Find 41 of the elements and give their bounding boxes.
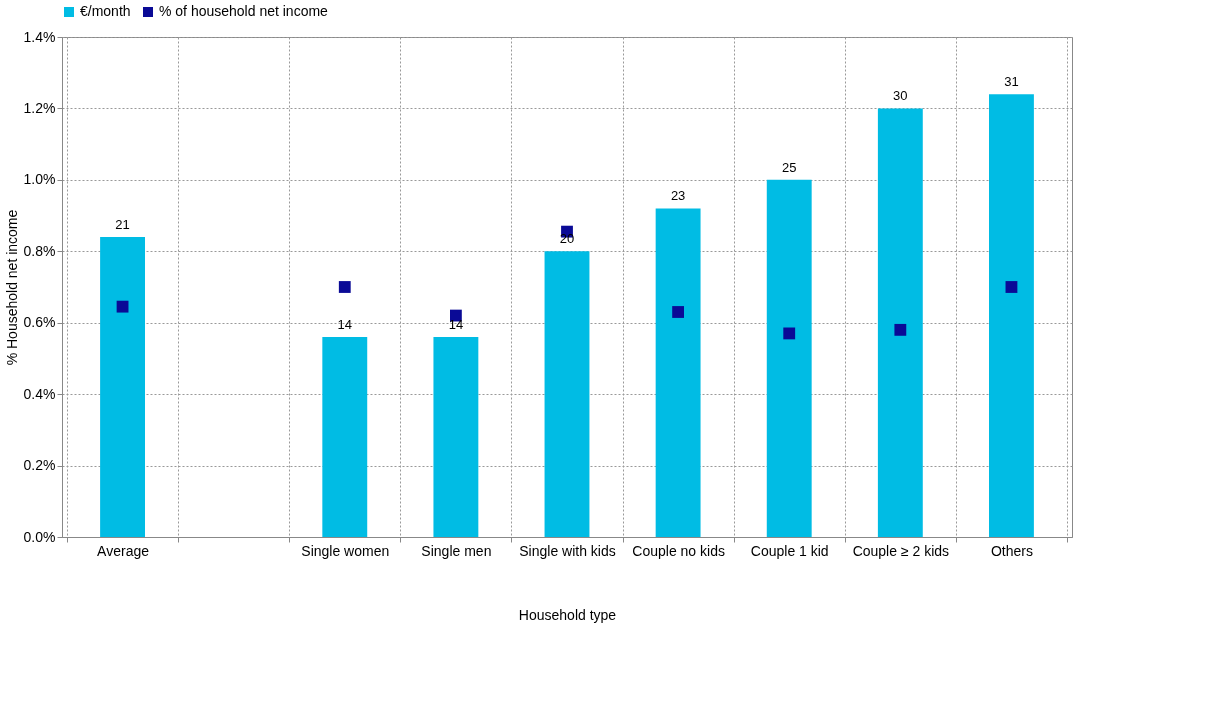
x-tick-label: Couple 1 kid	[750, 542, 829, 559]
data-label: 23	[670, 188, 686, 204]
x-tick-label: Others	[990, 542, 1033, 559]
bar	[989, 94, 1034, 537]
legend-label: €/month	[80, 3, 131, 19]
point	[116, 300, 129, 313]
y-tick-label: 0.0%	[23, 528, 56, 545]
point	[894, 323, 907, 336]
data-label: 14	[337, 317, 353, 332]
x-tick-label: Single women	[301, 542, 390, 559]
x-tick-label: Single men	[421, 542, 492, 559]
bar	[655, 208, 701, 537]
y-tick-label: 0.8%	[23, 242, 56, 259]
data-label: 14	[448, 317, 464, 332]
y-tick-label: 1.2%	[23, 99, 56, 116]
bar	[544, 251, 590, 537]
y-axis-title: % Household net income	[3, 209, 20, 366]
y-tick-label: 0.6%	[23, 314, 56, 331]
data-label: 25	[781, 159, 797, 175]
point	[672, 306, 685, 318]
y-tick-label: 0.4%	[23, 385, 56, 402]
x-tick-label: Single with kids	[519, 542, 616, 559]
x-tick-label: Couple no kids	[632, 542, 725, 559]
data-label: 31	[1004, 74, 1019, 90]
bar	[322, 337, 368, 537]
legend-label: % of household net income	[159, 3, 329, 19]
point	[1005, 281, 1018, 293]
bar	[877, 108, 923, 537]
bar	[433, 337, 479, 537]
y-tick-label: 0.2%	[23, 457, 56, 474]
y-tick-label: 1.0%	[23, 171, 56, 188]
point	[338, 281, 351, 293]
bar	[100, 237, 145, 537]
x-tick-label: Average	[97, 542, 150, 559]
y-tick-label: 1.4%	[23, 28, 56, 45]
x-axis-title: Household type	[518, 606, 617, 623]
point	[783, 327, 796, 340]
data-label: 30	[893, 88, 908, 104]
bar	[766, 179, 812, 537]
data-label: 21	[115, 217, 130, 232]
x-tick-label: Couple ≥ 2 kids	[852, 542, 950, 559]
